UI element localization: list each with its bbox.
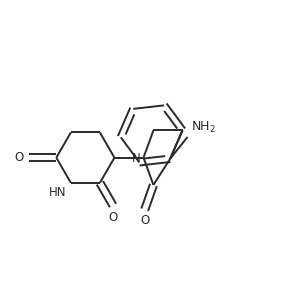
Text: N: N <box>132 152 140 165</box>
Text: O: O <box>108 211 118 224</box>
Text: O: O <box>141 214 150 227</box>
Text: NH$_2$: NH$_2$ <box>191 120 216 136</box>
Text: O: O <box>15 151 24 164</box>
Text: HN: HN <box>49 186 66 199</box>
